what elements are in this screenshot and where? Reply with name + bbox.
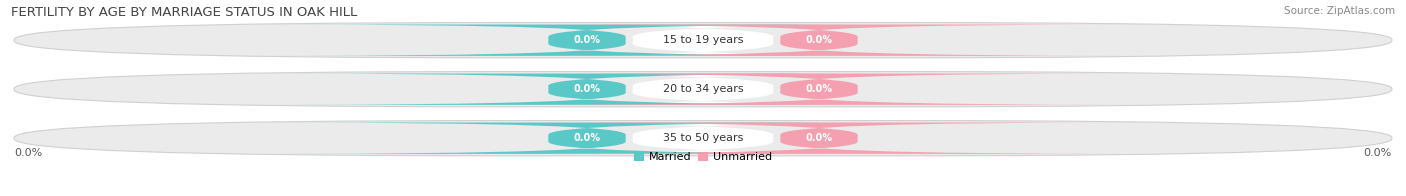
FancyBboxPatch shape bbox=[506, 24, 1132, 56]
FancyBboxPatch shape bbox=[274, 74, 900, 105]
FancyBboxPatch shape bbox=[274, 24, 900, 56]
FancyBboxPatch shape bbox=[422, 24, 984, 56]
Text: FERTILITY BY AGE BY MARRIAGE STATUS IN OAK HILL: FERTILITY BY AGE BY MARRIAGE STATUS IN O… bbox=[11, 6, 357, 19]
Text: 0.0%: 0.0% bbox=[14, 148, 42, 158]
FancyBboxPatch shape bbox=[422, 74, 984, 105]
Text: 0.0%: 0.0% bbox=[1364, 148, 1392, 158]
Legend: Married, Unmarried: Married, Unmarried bbox=[630, 148, 776, 167]
FancyBboxPatch shape bbox=[14, 121, 1392, 156]
Text: 35 to 50 years: 35 to 50 years bbox=[662, 133, 744, 143]
FancyBboxPatch shape bbox=[506, 74, 1132, 105]
Text: 0.0%: 0.0% bbox=[806, 35, 832, 45]
Text: 0.0%: 0.0% bbox=[806, 133, 832, 143]
FancyBboxPatch shape bbox=[274, 122, 900, 154]
FancyBboxPatch shape bbox=[422, 122, 984, 154]
FancyBboxPatch shape bbox=[14, 72, 1392, 107]
FancyBboxPatch shape bbox=[14, 23, 1392, 58]
FancyBboxPatch shape bbox=[506, 122, 1132, 154]
Text: Source: ZipAtlas.com: Source: ZipAtlas.com bbox=[1284, 6, 1395, 16]
Text: 0.0%: 0.0% bbox=[574, 84, 600, 94]
Text: 0.0%: 0.0% bbox=[574, 35, 600, 45]
Text: 20 to 34 years: 20 to 34 years bbox=[662, 84, 744, 94]
Text: 0.0%: 0.0% bbox=[806, 84, 832, 94]
Text: 15 to 19 years: 15 to 19 years bbox=[662, 35, 744, 45]
Text: 0.0%: 0.0% bbox=[574, 133, 600, 143]
